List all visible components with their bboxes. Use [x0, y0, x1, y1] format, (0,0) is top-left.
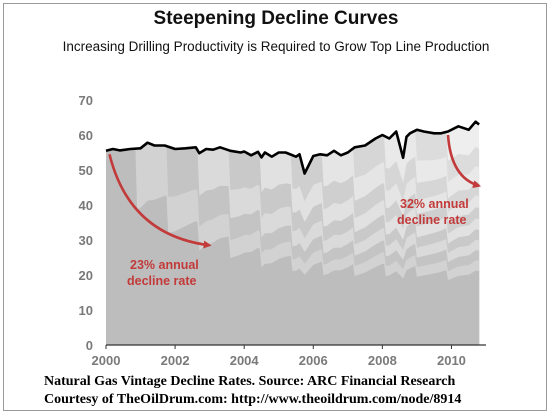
x-tick-label: 2006 [299, 353, 328, 368]
x-tick-label: 2010 [437, 353, 466, 368]
chart-title: Steepening Decline Curves [153, 8, 399, 29]
y-tick-label: 40 [79, 198, 93, 213]
y-tick-label: 20 [79, 268, 93, 283]
annotation-23-line1: 23% annual [130, 258, 199, 272]
annotation-32-line2: decline rate [397, 213, 467, 227]
decline-arrow [108, 153, 212, 249]
y-tick-label: 0 [86, 338, 93, 353]
x-tick-label: 2004 [230, 353, 260, 368]
caption-line-1: Natural Gas Vintage Decline Rates. Sourc… [44, 374, 456, 389]
annotation-23-line2: decline rate [127, 274, 197, 288]
vintage-bands [106, 121, 480, 345]
decline-arrow [446, 134, 482, 188]
y-tick-label: 10 [79, 303, 93, 318]
caption-line-2: Courtesy of TheOilDrum.com: http://www.t… [44, 392, 462, 407]
annotation-32-line1: 32% annual [400, 197, 469, 211]
figure-caption: Natural Gas Vintage Decline Rates. Sourc… [44, 373, 544, 409]
y-tick-label: 60 [79, 128, 93, 143]
x-tick-label: 2002 [161, 353, 190, 368]
y-tick-label: 70 [79, 93, 93, 108]
chart-subtitle: Increasing Drilling Productivity is Requ… [62, 39, 490, 54]
total-production-line [105, 120, 480, 175]
y-tick-label: 50 [79, 163, 93, 178]
x-tick-label: 2008 [368, 353, 397, 368]
total-production-series [105, 120, 480, 175]
annotation-arrows [108, 134, 482, 249]
vintage-band [106, 148, 480, 345]
y-tick-label: 30 [79, 233, 93, 248]
x-tick-label: 2000 [92, 353, 121, 368]
axes: 2000 2002 2004 2006 2008 2010 0 10 20 30 40 50 60 70 [79, 93, 486, 368]
